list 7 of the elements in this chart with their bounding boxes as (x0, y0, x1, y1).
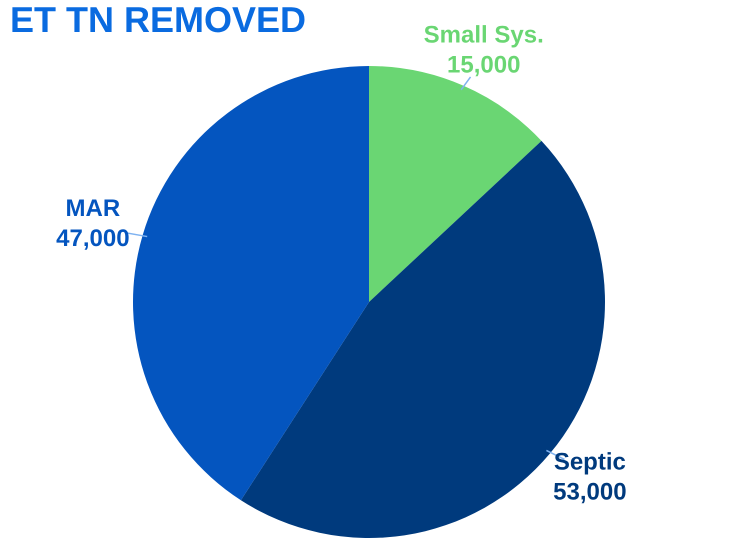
data-label: 47,000 (56, 225, 130, 252)
slice-label: Septic (554, 448, 626, 476)
slice-label: MAR (66, 195, 120, 222)
data-label: 15,000 (447, 52, 520, 79)
chart-title: ET TN REMOVED (9, 0, 306, 42)
slice-label: Small Sys. (424, 22, 544, 49)
data-label: 53,000 (553, 478, 627, 506)
